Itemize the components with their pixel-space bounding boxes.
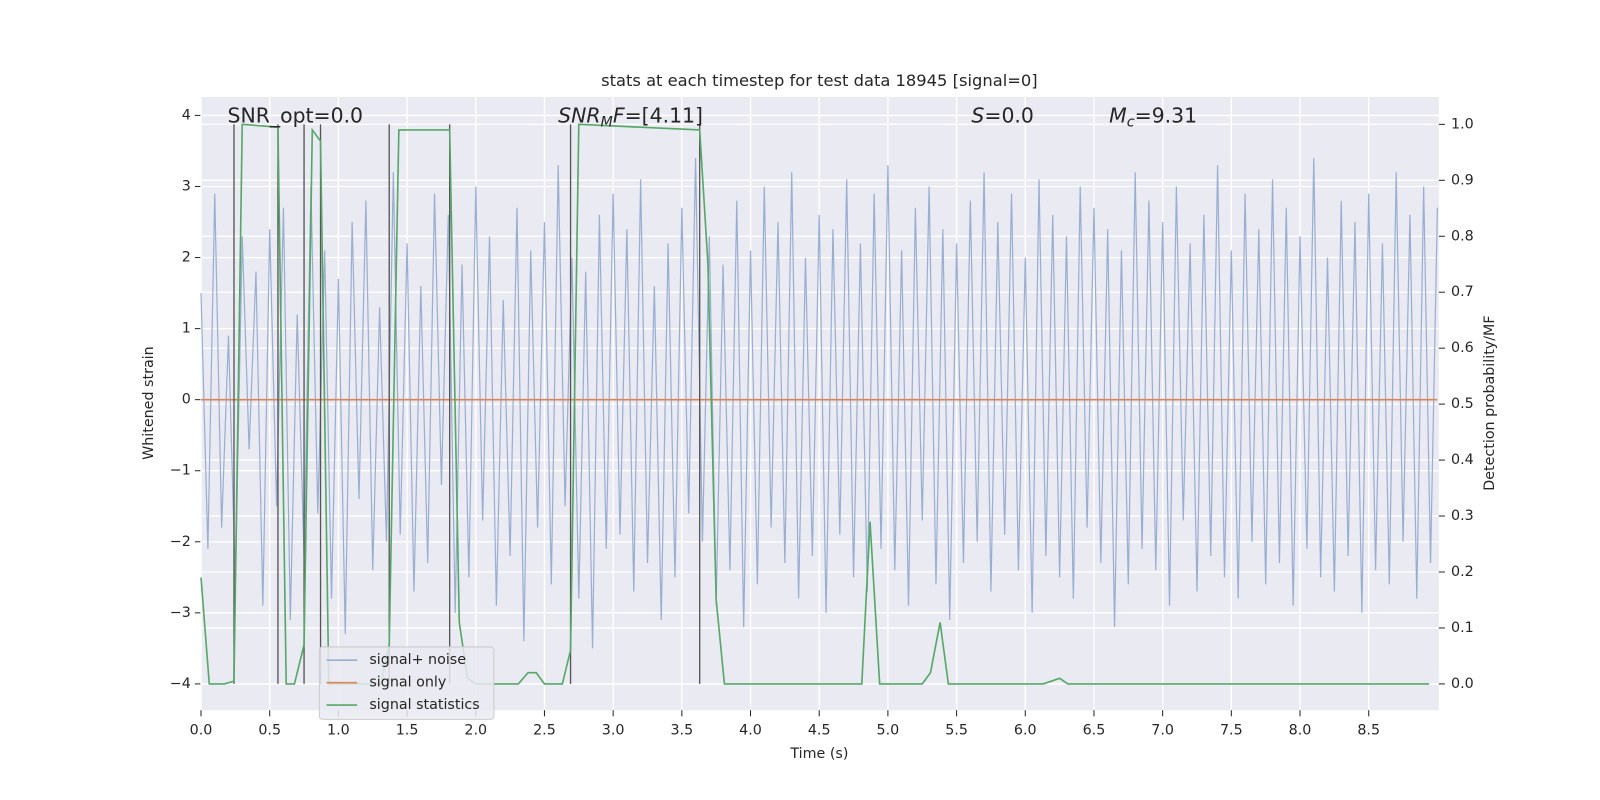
annotation: SNR_opt=0.0	[228, 103, 364, 128]
y2-tick-label: 0.7	[1451, 284, 1474, 300]
annotation: Mc=9.31	[1109, 103, 1197, 130]
y-tick-label: 3	[182, 178, 191, 194]
annotation: SNRMF=[4.11]	[558, 103, 703, 130]
y2-tick-label: 0.5	[1451, 396, 1474, 412]
y2-tick-label: 0.6	[1451, 340, 1474, 356]
annotation-part: M	[601, 114, 613, 130]
y2-tick-label: 0.9	[1451, 172, 1474, 188]
annotation-part: M	[1109, 103, 1127, 127]
x-tick-label: 8.0	[1289, 723, 1312, 739]
y2-axis-label: Detection probability/MF	[1482, 315, 1498, 490]
chart-title: stats at each timestep for test data 189…	[601, 71, 1038, 90]
x-tick-label: 0.0	[190, 723, 213, 739]
legend-label: signal+ noise	[369, 652, 466, 668]
x-tick-label: 1.5	[396, 723, 419, 739]
x-tick-label: 7.0	[1151, 723, 1174, 739]
x-tick-label: 6.5	[1083, 723, 1106, 739]
x-tick-label: 4.5	[808, 723, 831, 739]
annotation-part: SNR_opt=0.0	[228, 103, 364, 128]
y-axis-label: Whitened strain	[141, 346, 157, 460]
annotation-part: =9.31	[1135, 103, 1198, 127]
x-tick-label: 4.0	[739, 723, 762, 739]
annotation-part: =[4.11]	[625, 103, 703, 127]
y-tick-label: 4	[182, 107, 191, 123]
x-tick-label: 5.0	[877, 723, 900, 739]
y2-tick-label: 0.8	[1451, 228, 1474, 244]
y-tick-label: 0	[182, 392, 191, 408]
annotation-part: c	[1127, 114, 1135, 130]
y2-tick-label: 0.4	[1451, 452, 1474, 468]
legend-label: signal only	[369, 675, 446, 691]
annotation-part: SNR	[558, 103, 600, 127]
x-tick-label: 5.5	[945, 723, 968, 739]
y2-tick-label: 1.0	[1451, 116, 1474, 132]
x-tick-label: 3.5	[670, 723, 693, 739]
legend-box	[318, 646, 495, 720]
x-tick-label: 7.5	[1220, 723, 1243, 739]
annotation-part: =0.0	[984, 103, 1034, 127]
y-tick-label: −1	[170, 463, 191, 479]
series-line	[200, 158, 1439, 649]
series-line	[200, 123, 1430, 685]
y2-tick-label: 0.3	[1451, 508, 1474, 524]
x-tick-label: 2.0	[464, 723, 487, 739]
annotation-part: F	[613, 103, 625, 127]
annotation: S=0.0	[971, 103, 1033, 127]
legend-label: signal statistics	[369, 697, 479, 713]
x-tick-label: 1.0	[327, 723, 350, 739]
x-tick-label: 6.0	[1014, 723, 1037, 739]
annotation-part: S	[971, 103, 984, 127]
y-tick-label: −4	[170, 676, 191, 692]
x-axis-label: Time (s)	[789, 746, 848, 762]
x-tick-label: 2.5	[533, 723, 556, 739]
y-tick-label: −3	[170, 605, 191, 621]
x-tick-label: 0.5	[258, 723, 281, 739]
y-tick-label: 2	[182, 250, 191, 266]
x-tick-label: 3.0	[602, 723, 625, 739]
y2-tick-label: 0.0	[1451, 676, 1474, 692]
y-tick-label: 1	[182, 321, 191, 337]
y2-tick-label: 0.1	[1451, 620, 1474, 636]
x-tick-label: 8.5	[1357, 723, 1380, 739]
y-tick-label: −2	[170, 534, 191, 550]
y2-tick-label: 0.2	[1451, 564, 1474, 580]
